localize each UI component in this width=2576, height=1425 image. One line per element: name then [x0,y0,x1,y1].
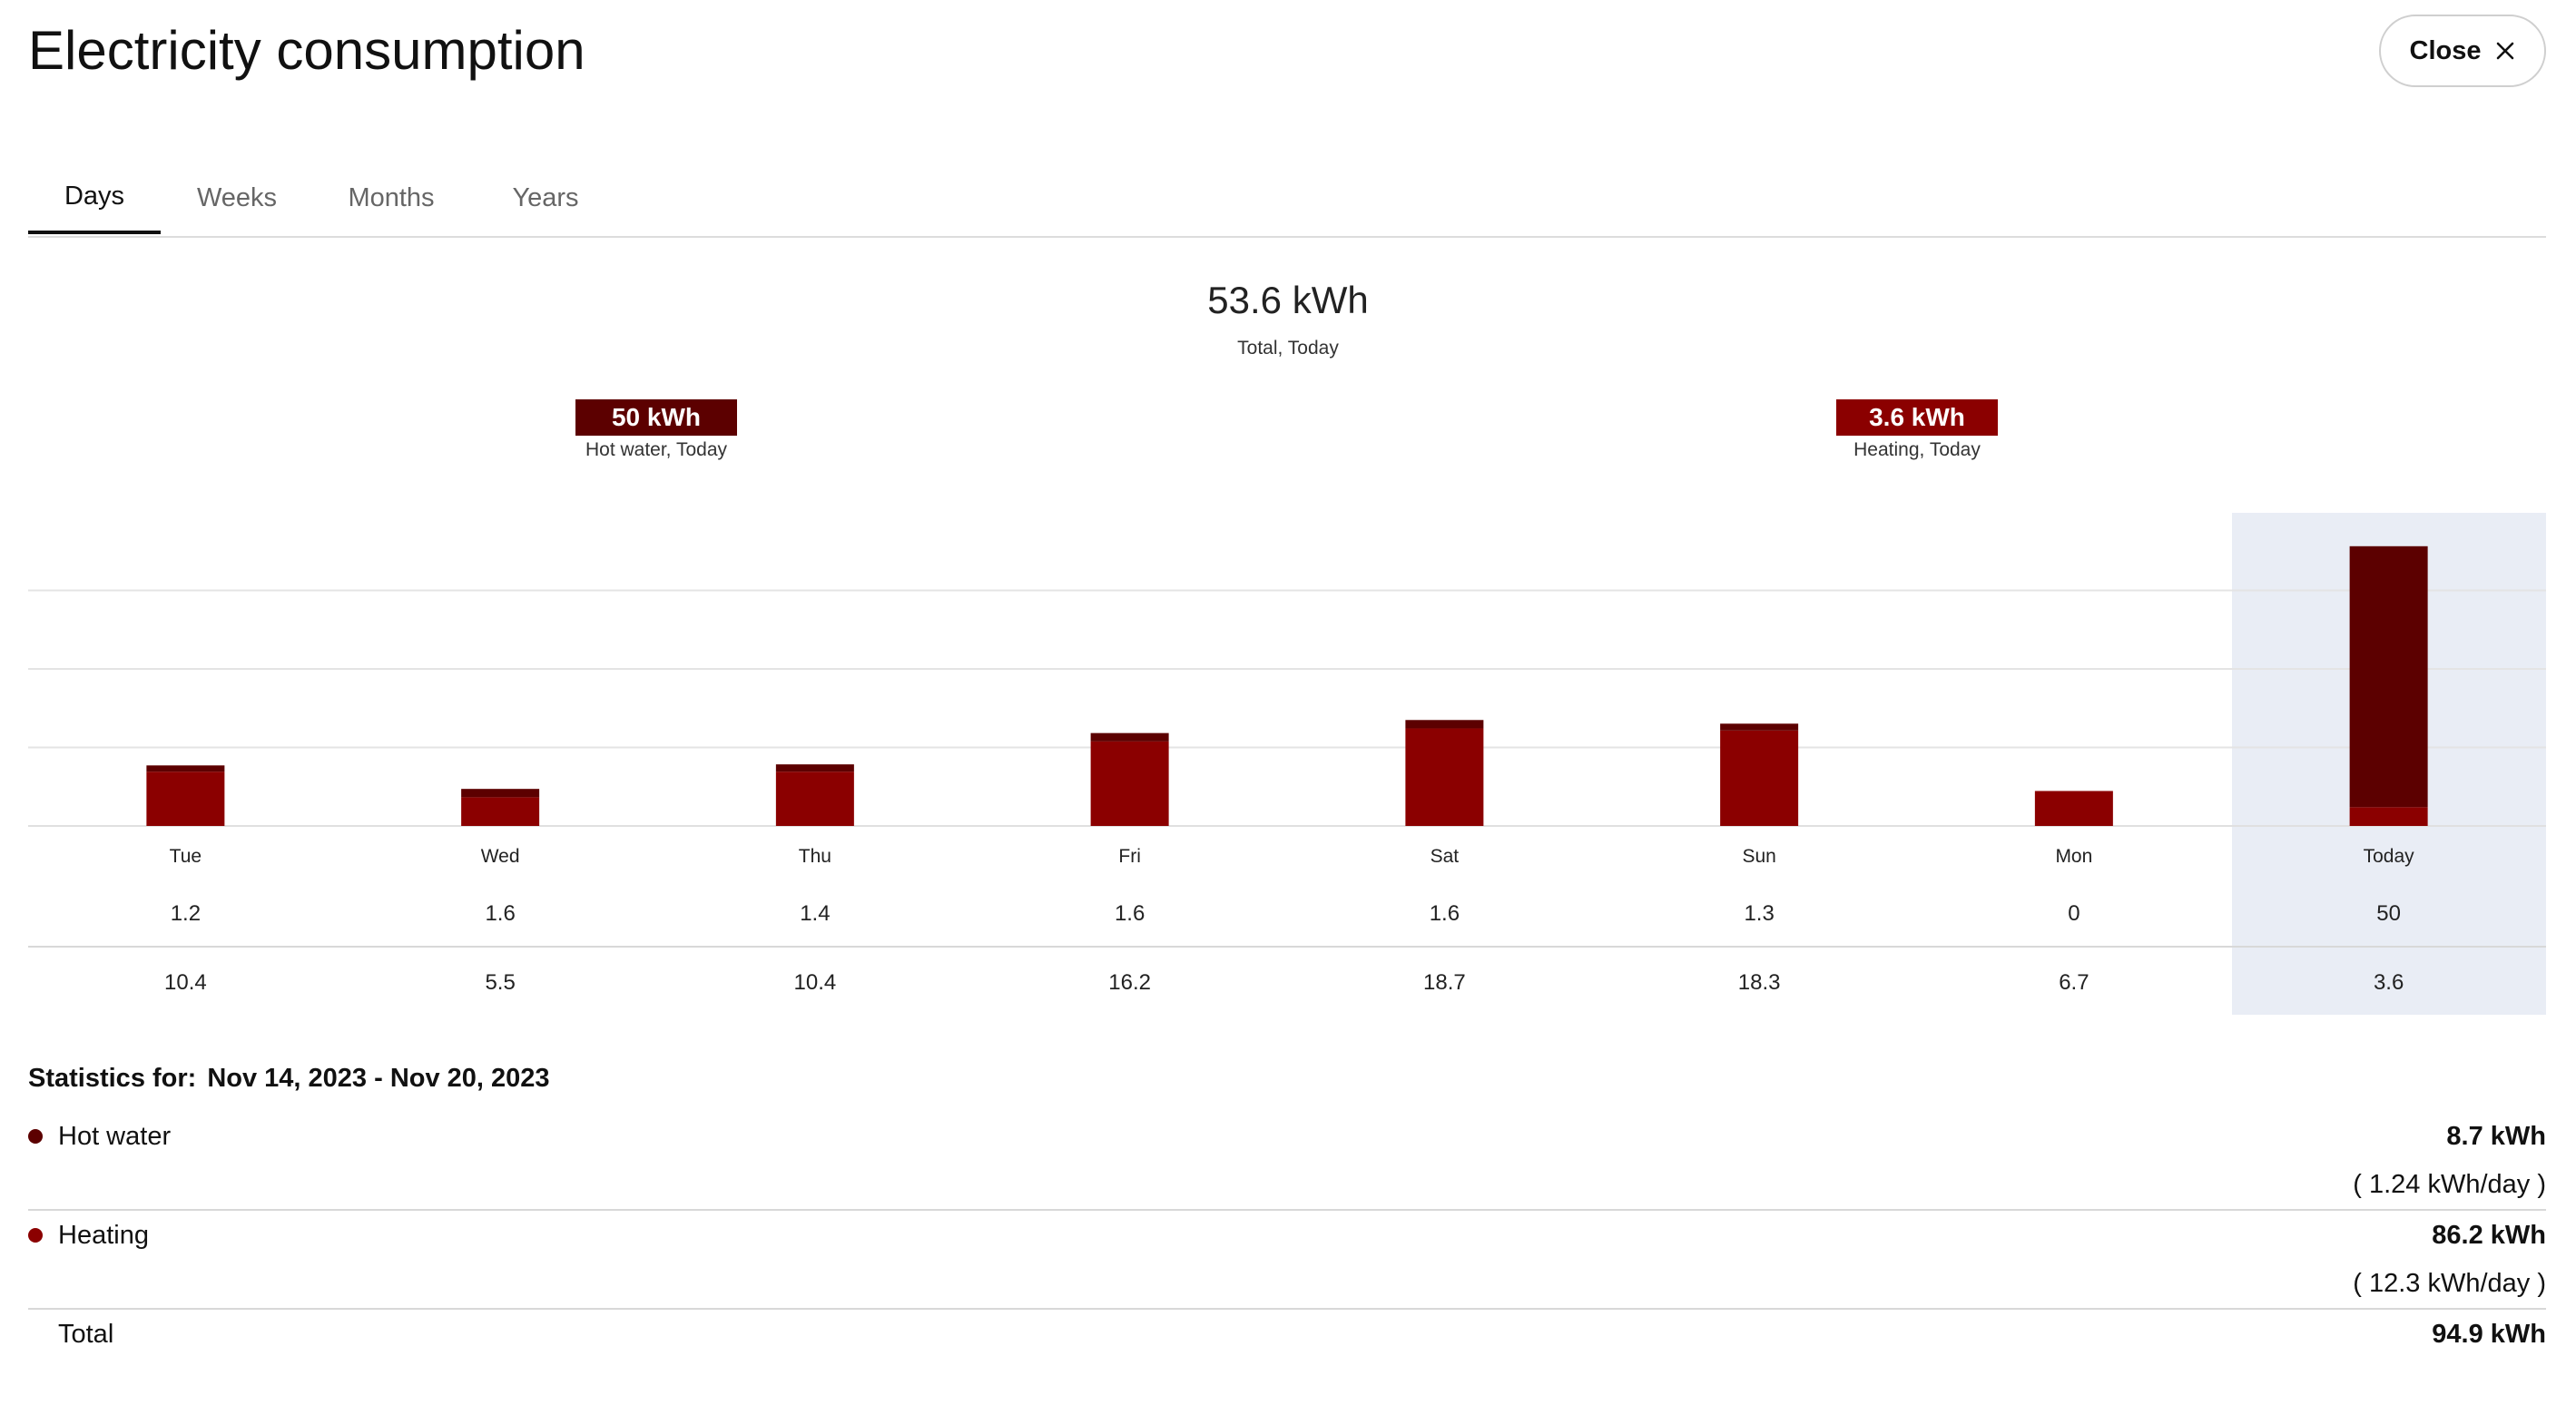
bar-heating [461,797,540,826]
heating-value-label: 3.6 [2374,970,2404,995]
hot-water-dot [28,1129,43,1144]
heating-value-label: 5.5 [485,970,515,995]
hot-water-value-label: 1.6 [1430,901,1460,926]
hot-water-value-label: 0 [2068,901,2079,926]
close-icon [2497,42,2514,60]
heating-value-label: 10.4 [794,970,837,995]
heating-badge-value: 3.6 kWh [1836,399,1998,436]
hot-water-value-label: 1.6 [1115,901,1145,926]
stat-row-total: Total 94.9 kWh [28,1320,2546,1356]
stat-rate: ( 1.24 kWh/day ) [2353,1170,2546,1199]
heating-dot [28,1228,43,1243]
bar-heating [1405,728,1484,826]
bar-heating [2034,791,2113,826]
hot-water-value-label: 1.2 [171,901,201,926]
bar-hot-water [2349,545,2428,808]
total-value: 53.6 kWh [1207,279,1369,321]
bar-hot-water [1090,732,1169,742]
statistics-title: Statistics for: [28,1064,197,1093]
bar-heating [146,771,225,826]
tab-years[interactable]: Years [512,182,579,212]
close-button-label: Close [2409,35,2482,65]
bar-hot-water [1720,723,1799,731]
stat-value: 8.7 kWh [2446,1122,2546,1151]
bar-hot-water [1405,720,1484,729]
x-tick-label: Tue [170,846,202,867]
x-tick-label: Sat [1431,846,1460,867]
heating-value-label: 16.2 [1108,970,1151,995]
tab-months[interactable]: Months [348,182,435,212]
bar-hot-water [146,765,225,772]
hot-water-badge-label: Hot water, Today [585,439,728,460]
total-label: Total, Today [1237,338,1339,359]
stat-total-name: Total [58,1320,114,1349]
tab-days[interactable]: Days [28,162,161,234]
hot-water-value-label: 1.6 [485,901,515,926]
consumption-chart: Tue 1.2 10.4 Wed 1.6 5.5 Thu 1.4 10.4 Fri 1.6 16.2 S… [28,545,2546,995]
stat-value: 86.2 kWh [2432,1221,2546,1250]
bar-hot-water [775,764,854,772]
page-title: Electricity consumption [28,20,585,81]
hot-water-value-label: 1.3 [1744,901,1774,926]
x-tick-label: Wed [481,846,520,867]
statistics-heading: Statistics for: Nov 14, 2023 - Nov 20, 20… [28,1064,550,1094]
bar-heating [1090,741,1169,826]
stat-rate: ( 12.3 kWh/day ) [2353,1269,2546,1298]
divider [28,1209,2546,1211]
hot-water-value-label: 50 [2376,901,2401,926]
heating-value-label: 6.7 [2059,970,2089,995]
stat-total-value: 94.9 kWh [2432,1320,2546,1349]
stat-name: Heating [58,1221,149,1250]
bar-heating [775,771,854,826]
hot-water-badge-value: 50 kWh [575,399,737,436]
x-tick-label: Thu [799,846,831,867]
bar-heating [2349,807,2428,826]
bar-heating [1720,730,1799,826]
x-tick-label: Mon [2055,846,2092,867]
hot-water-badge: 50 kWh Hot water, Today [575,399,738,461]
tab-weeks[interactable]: Weeks [196,182,278,212]
statistics-range: Nov 14, 2023 - Nov 20, 2023 [207,1064,550,1093]
period-tabs: Days Weeks Months Years [28,162,2546,238]
bar-hot-water [461,789,540,798]
hot-water-value-label: 1.4 [800,901,830,926]
stat-row-hot-water: Hot water 8.7 kWh ( 1.24 kWh/day ) [28,1122,2546,1213]
stat-name: Hot water [58,1122,172,1151]
heating-value-label: 10.4 [164,970,207,995]
close-button[interactable]: Close [2379,15,2546,87]
heating-value-label: 18.7 [1423,970,1466,995]
x-tick-label: Today [2364,846,2415,867]
stat-row-heating: Heating 86.2 kWh ( 12.3 kWh/day ) [28,1221,2546,1312]
x-tick-label: Sun [1742,846,1775,867]
heating-badge: 3.6 kWh Heating, Today [1835,399,1999,461]
heating-badge-label: Heating, Today [1853,439,1981,460]
divider [28,1308,2546,1310]
heating-value-label: 18.3 [1738,970,1781,995]
x-tick-label: Fri [1118,846,1141,867]
